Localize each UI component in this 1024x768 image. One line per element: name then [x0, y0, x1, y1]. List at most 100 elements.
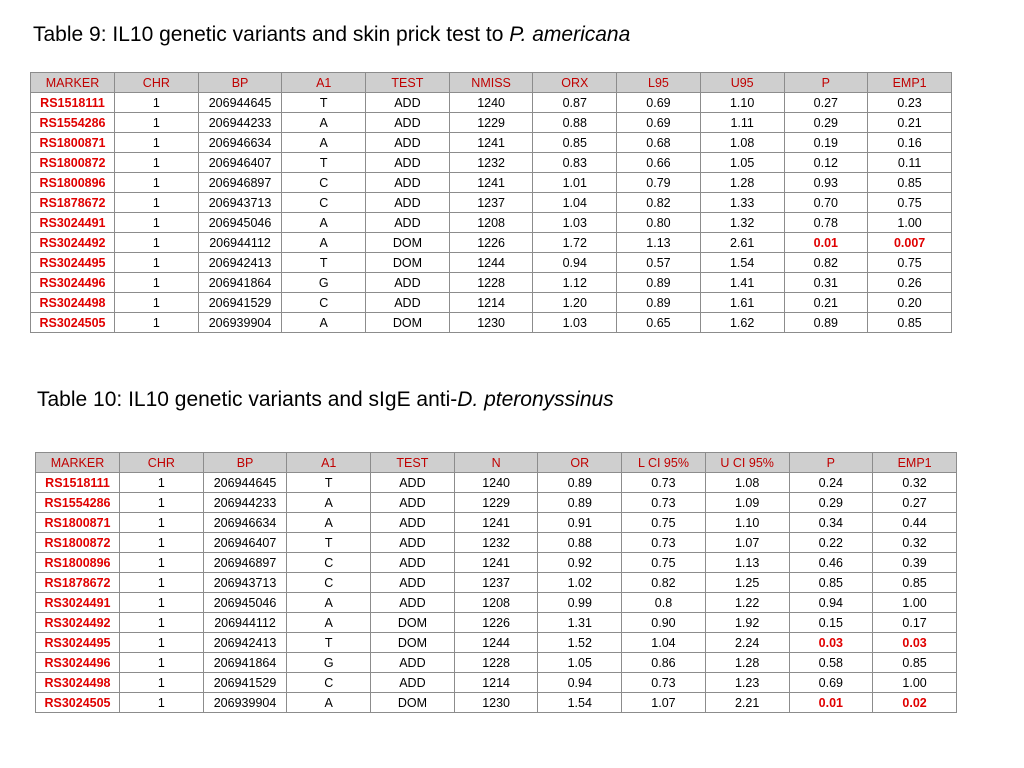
- cell-chr: 1: [114, 192, 199, 213]
- cell-bp: 206945046: [202, 592, 288, 613]
- table-row: RS1800872 1 206946407 T ADD 1232 0.88 0.73 1.07 0…: [35, 532, 957, 553]
- cell-u-ci-95: 1.08: [704, 472, 790, 493]
- cell-a1: C: [286, 672, 372, 693]
- cell-bp: 206941529: [202, 672, 288, 693]
- cell-n: 1230: [453, 692, 539, 713]
- table-9-header-chr: CHR: [114, 72, 199, 93]
- cell-emp1: 0.11: [867, 152, 952, 173]
- table-9-body: RS1518111 1 206944645 T ADD 1240 0.87 0.69 1.10 0…: [30, 92, 952, 333]
- cell-marker: RS3024498: [30, 292, 115, 313]
- cell-test: ADD: [365, 172, 450, 193]
- cell-bp: 206944645: [197, 92, 283, 113]
- cell-a1: T: [281, 152, 367, 173]
- table-9-header-l95: L95: [616, 72, 701, 93]
- table-row: RS3024496 1 206941864 G ADD 1228 1.05 0.86 1.28 0…: [35, 652, 957, 673]
- cell-marker: RS3024496: [30, 272, 115, 293]
- cell-a1: C: [281, 172, 367, 193]
- cell-marker: RS1800871: [30, 132, 115, 153]
- cell-marker: RS3024495: [35, 632, 120, 653]
- cell-a1: A: [286, 512, 372, 533]
- table-10-header-chr: CHR: [119, 452, 204, 473]
- cell-marker: RS1800896: [35, 552, 120, 573]
- cell-marker: RS1800871: [35, 512, 120, 533]
- cell-chr: 1: [114, 312, 199, 333]
- cell-chr: 1: [114, 292, 199, 313]
- cell-test: ADD: [365, 212, 450, 233]
- table-9-header-row: MARKER CHR BP A1 TEST NMISS ORX L95 U95 P EMP1: [30, 72, 952, 93]
- cell-p: 0.78: [783, 212, 869, 233]
- cell-p: 0.46: [788, 552, 874, 573]
- cell-test: DOM: [365, 312, 450, 333]
- cell-chr: 1: [119, 572, 204, 593]
- cell-a1: A: [286, 492, 372, 513]
- cell-or: 1.02: [537, 572, 623, 593]
- cell-a1: A: [281, 212, 367, 233]
- cell-emp1: 0.44: [872, 512, 957, 533]
- cell-u95: 1.28: [699, 172, 785, 193]
- cell-marker: RS3024491: [35, 592, 120, 613]
- cell-or: 0.89: [537, 472, 623, 493]
- cell-l95: 0.69: [616, 92, 701, 113]
- cell-l95: 0.68: [616, 132, 701, 153]
- cell-p: 0.31: [783, 272, 869, 293]
- cell-p: 0.15: [788, 612, 874, 633]
- cell-nmiss: 1229: [448, 112, 534, 133]
- cell-u95: 1.05: [699, 152, 785, 173]
- cell-a1: A: [281, 132, 367, 153]
- cell-l95: 0.69: [616, 112, 701, 133]
- cell-p: 0.89: [783, 312, 869, 333]
- cell-test: ADD: [370, 672, 455, 693]
- table-row: RS1518111 1 206944645 T ADD 1240 0.87 0.69 1.10 0…: [30, 92, 952, 113]
- cell-emp1: 0.27: [872, 492, 957, 513]
- table-row: RS1554286 1 206944233 A ADD 1229 0.89 0.73 1.09 0…: [35, 492, 957, 513]
- cell-nmiss: 1226: [448, 232, 534, 253]
- cell-n: 1214: [453, 672, 539, 693]
- cell-orx: 0.83: [532, 152, 618, 173]
- cell-bp: 206946634: [202, 512, 288, 533]
- cell-or: 1.54: [537, 692, 623, 713]
- cell-bp: 206942413: [197, 252, 283, 273]
- cell-bp: 206941529: [197, 292, 283, 313]
- cell-marker: RS3024492: [30, 232, 115, 253]
- cell-u-ci-95: 1.13: [704, 552, 790, 573]
- cell-p: 0.21: [783, 292, 869, 313]
- table-10-header-n: N: [453, 452, 539, 473]
- table-row: RS3024492 1 206944112 A DOM 1226 1.31 0.90 1.92 0…: [35, 612, 957, 633]
- cell-a1: T: [286, 532, 372, 553]
- cell-p: 0.27: [783, 92, 869, 113]
- cell-l95: 0.79: [616, 172, 701, 193]
- cell-emp1: 0.85: [872, 572, 957, 593]
- cell-n: 1232: [453, 532, 539, 553]
- table-row: RS3024491 1 206945046 A ADD 1208 1.03 0.80 1.32 0…: [30, 212, 952, 233]
- table-10-title-species: D. pteronyssinus: [457, 388, 614, 411]
- cell-a1: C: [281, 192, 367, 213]
- cell-test: ADD: [370, 592, 455, 613]
- cell-p: 0.34: [788, 512, 874, 533]
- table-row: RS1878672 1 206943713 C ADD 1237 1.02 0.82 1.25 0…: [35, 572, 957, 593]
- cell-emp1: 0.02: [872, 692, 957, 713]
- cell-n: 1226: [453, 612, 539, 633]
- cell-chr: 1: [114, 92, 199, 113]
- cell-emp1: 1.00: [867, 212, 952, 233]
- cell-chr: 1: [119, 672, 204, 693]
- cell-emp1: 0.03: [872, 632, 957, 653]
- cell-l-ci-95: 0.75: [621, 552, 706, 573]
- cell-emp1: 0.39: [872, 552, 957, 573]
- cell-l95: 0.89: [616, 292, 701, 313]
- cell-p: 0.70: [783, 192, 869, 213]
- cell-u95: 1.54: [699, 252, 785, 273]
- cell-p: 0.93: [783, 172, 869, 193]
- cell-nmiss: 1241: [448, 172, 534, 193]
- cell-n: 1241: [453, 512, 539, 533]
- cell-marker: RS1800872: [35, 532, 120, 553]
- table-row: RS3024498 1 206941529 C ADD 1214 1.20 0.89 1.61 0…: [30, 292, 952, 313]
- cell-u95: 1.41: [699, 272, 785, 293]
- cell-nmiss: 1240: [448, 92, 534, 113]
- cell-l-ci-95: 0.73: [621, 672, 706, 693]
- cell-test: ADD: [370, 492, 455, 513]
- cell-p: 0.82: [783, 252, 869, 273]
- cell-chr: 1: [114, 252, 199, 273]
- cell-chr: 1: [114, 232, 199, 253]
- cell-u95: 1.33: [699, 192, 785, 213]
- cell-bp: 206943713: [197, 192, 283, 213]
